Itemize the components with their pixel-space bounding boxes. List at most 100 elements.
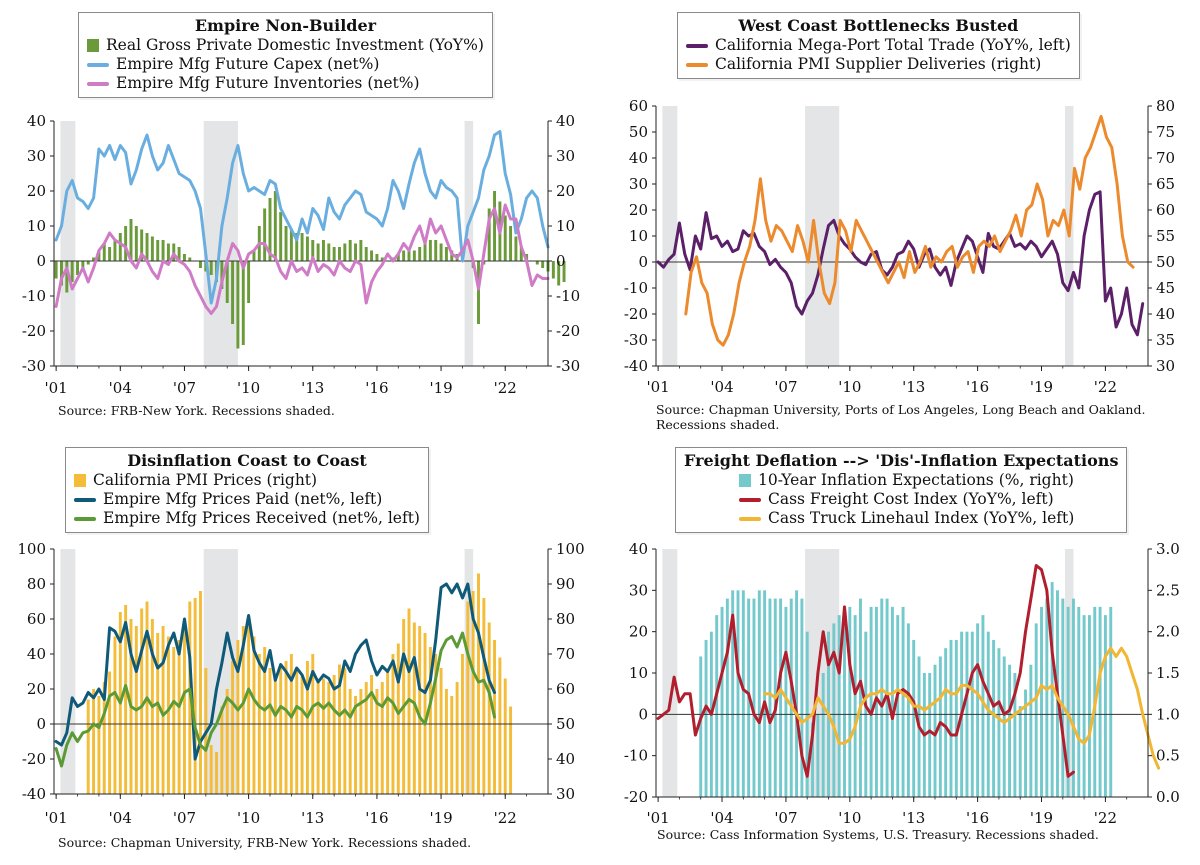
series-line [656,190,1145,337]
y-left-tick-label: 20 [629,623,648,641]
bar [327,682,331,794]
bar [715,615,719,797]
bar [225,689,229,794]
bar [848,606,852,797]
bar [938,656,942,797]
bar [444,689,448,794]
chart-svg-freight: -20 -10 0 10 20 30 40 0.0 0.5 1.0 1.5 2.0 2.5 3.0 '01 '… [624,540,1180,827]
bar [236,261,240,349]
bar [439,243,443,261]
bar [236,640,240,794]
bar [434,240,438,261]
bar [182,254,186,261]
legend-item-inventories: Empire Mfg Future Inventories (net%) [87,74,484,93]
bar [412,250,416,261]
y-left-tick-label: 40 [629,149,648,167]
chart-title: West Coast Bottlenecks Busted [738,16,1019,35]
x-tick-label: '01 [45,379,68,397]
bar [795,590,799,797]
bar [156,240,160,261]
y-left-tick-label: -20 [22,322,46,340]
chart-panel-empire-non-builder: -30 -20 -10 0 10 20 30 40 -30 -20 -10 0 10 20 30 40 '01 '… [0,0,600,432]
bar [364,682,368,794]
bar [455,682,459,794]
bar [193,598,197,794]
bar [332,247,336,261]
bar [338,664,341,794]
bar [209,261,213,275]
bar [348,689,352,794]
bar [172,243,176,261]
bar [1050,582,1054,797]
bar [541,261,545,268]
bar [247,261,251,303]
x-tick-label: '04 [109,809,132,827]
series-line [54,582,496,761]
bar [161,240,165,261]
x-tick-label: '07 [173,379,196,397]
legend-item-inflation-expectations: 10-Year Inflation Expectations (%, right… [684,471,1118,490]
x-tick-label: '19 [1030,378,1053,396]
x-tick-label: '16 [365,809,388,827]
bar [359,240,363,261]
bar [535,261,539,265]
bar [853,615,857,797]
y-left-tick-label: 20 [629,201,648,219]
bar [150,236,154,261]
bar [1040,606,1043,797]
bar [354,696,358,794]
y-right-tick-label: 80 [556,610,575,628]
bar [172,647,176,794]
bar [896,615,900,797]
x-tick-label: '13 [301,379,324,397]
bar [1087,615,1091,797]
bar [741,590,745,797]
y-left-tick-label: 60 [629,97,648,115]
x-tick-label: '22 [1094,809,1117,827]
bar [97,250,101,261]
bar [220,706,224,794]
x-tick-label: '13 [902,809,925,827]
bar [466,601,470,794]
bar [316,682,320,794]
bar [471,591,475,794]
bar [92,689,96,794]
y-right-tick-label: 30 [1156,357,1175,375]
bar [129,219,133,261]
y-left-tick-label: -20 [624,788,648,806]
x-tick-label: '22 [494,809,517,827]
bar [487,208,491,261]
bar [215,752,218,794]
bar [811,722,815,797]
bar [177,247,181,261]
bar [509,706,513,794]
y-right-tick-label: 20 [556,182,575,200]
bar [981,615,985,797]
legend-label: Empire Mfg Prices Paid (net%, left) [103,490,383,508]
legend-label: Empire Mfg Future Inventories (net%) [116,74,420,92]
bar [338,247,341,261]
bar [736,590,740,797]
bar [209,745,213,794]
bar [1024,689,1027,797]
bar [869,606,873,797]
y-right-tick-label: 70 [556,645,575,663]
bar [1071,598,1075,797]
bar [140,608,144,794]
bar [279,668,283,794]
bar [1077,606,1081,797]
chart-title: Disinflation Coast to Coast [127,451,367,470]
bar [300,675,304,794]
bar [1103,615,1107,797]
bar [880,598,884,797]
bar [816,714,820,797]
bar [370,250,374,261]
chart-panel-freight: -20 -10 0 10 20 30 40 0.0 0.5 1.0 1.5 2.0 2.5 3.0 '01 '… [600,433,1200,865]
y-right-tick-label: 35 [1156,331,1175,349]
bar [279,212,283,261]
bar [386,671,390,794]
bar [789,598,793,797]
bar [60,261,63,286]
x-tick-label: '10 [237,379,260,397]
bar [289,229,293,261]
